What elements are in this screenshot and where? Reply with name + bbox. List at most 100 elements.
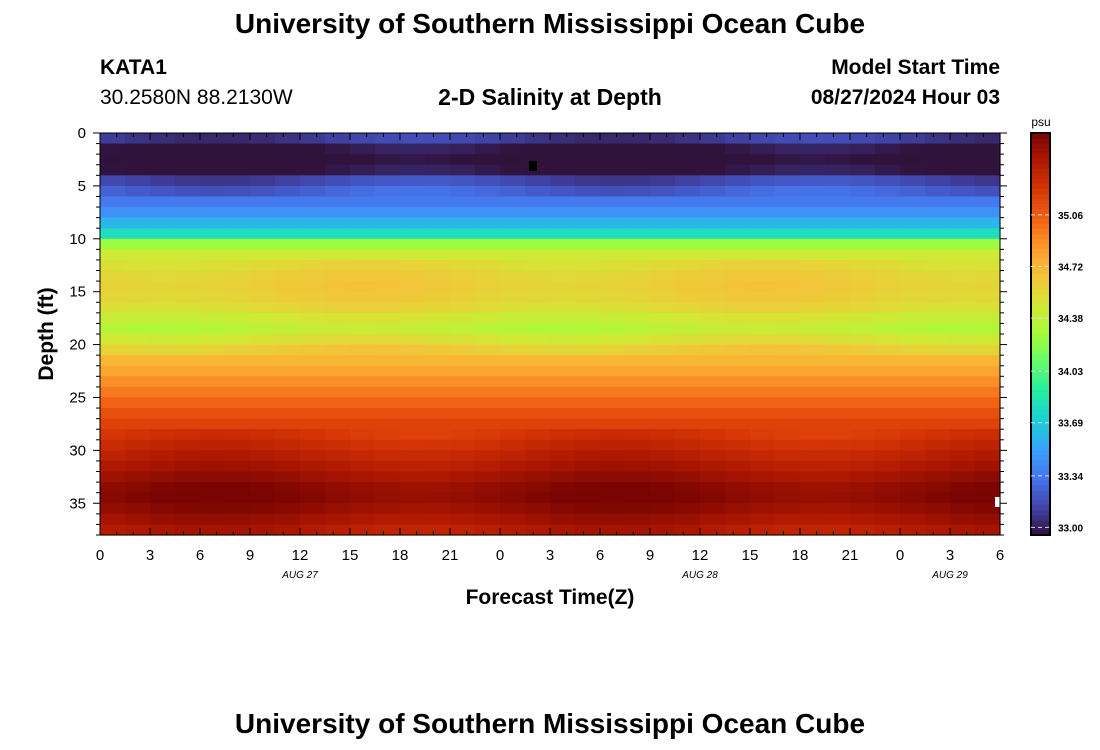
heatmap-cell [650,492,676,504]
y-axis-label: Depth (ft) [35,287,58,380]
heatmap-cell [400,418,426,430]
heatmap-cell [825,238,851,250]
colorbar-segment [1031,303,1050,310]
heatmap-cell [700,207,726,219]
heatmap-cell [200,228,226,240]
heatmap-cell [775,355,801,367]
heatmap-cell [600,185,626,198]
x-tick-label: 6 [996,547,1004,564]
heatmap-cell [575,460,601,473]
colorbar-segment [1031,519,1050,526]
heatmap-cell [925,482,951,494]
heatmap-cell [825,185,851,198]
heatmap-cell [900,217,926,229]
heatmap-cell [350,259,376,272]
heatmap-cell [475,281,501,293]
heatmap-cell [950,164,976,176]
heatmap-cell [925,196,951,208]
heatmap-cell [125,503,151,515]
heatmap-cell [725,397,751,409]
heatmap-cell [300,503,326,515]
heatmap-cell [750,408,776,420]
heatmap-cell [950,249,976,261]
heatmap-cell [225,270,251,282]
heatmap-cell [900,376,926,388]
heatmap-cell [300,302,326,314]
heatmap-cell [450,175,476,187]
heatmap-cell [900,143,926,155]
heatmap-cell [175,164,201,176]
heatmap-cell [200,238,226,250]
x-tick-label: 3 [146,547,154,564]
heatmap-cell [250,207,276,219]
heatmap-cell [350,471,376,483]
heatmap-cell [600,482,626,494]
heatmap-cell [975,492,1001,504]
heatmap-cell [200,175,226,187]
heatmap-cell [700,281,726,293]
heatmap-cell [850,386,876,399]
heatmap-cell [675,143,701,155]
heatmap-cell [275,450,301,462]
heatmap-cell [325,524,351,536]
heatmap-cell [525,418,551,430]
heatmap-cell [850,513,876,526]
heatmap-cell [500,238,526,250]
heatmap-cell [275,334,301,346]
heatmap-cell [775,133,801,145]
heatmap-cell [925,344,951,356]
heatmap-cell [650,302,676,314]
colorbar-segment [1031,419,1050,426]
colorbar-segment [1031,138,1050,144]
heatmap-cell [750,228,776,240]
heatmap-cell [525,439,551,451]
heatmap-cell [350,355,376,367]
heatmap-cell [800,386,826,399]
y-tick-label: 35 [69,495,86,512]
heatmap-cell [825,259,851,272]
heatmap-cell [975,196,1001,208]
colorbar-segment [1031,474,1050,481]
heatmap-cell [850,291,876,303]
heatmap-cell [350,334,376,346]
heatmap-cell [275,418,301,430]
heatmap-cell [700,196,726,208]
heatmap-cell [375,513,401,526]
heatmap-cell [825,302,851,314]
heatmap-cell [625,429,651,441]
heatmap-cell [525,365,551,377]
heatmap-cell [950,291,976,303]
colorbar-segment [1031,223,1050,230]
heatmap-cell [525,217,551,229]
colorbar-segment [1031,288,1050,295]
heatmap-cell [375,291,401,303]
heatmap-cell [325,196,351,208]
heatmap-cell [400,471,426,483]
heatmap-cell [450,429,476,441]
heatmap-cell [900,344,926,356]
heatmap-cell [950,312,976,325]
heatmap-cell [900,460,926,473]
heatmap-cell [600,460,626,473]
heatmap-cell [200,408,226,420]
heatmap-cell [150,259,176,272]
heatmap-cell [775,281,801,293]
heatmap-cell [350,482,376,494]
heatmap-cell [250,492,276,504]
heatmap-cell [150,418,176,430]
heatmap-cell [550,228,576,240]
heatmap-cell [925,133,951,145]
heatmap-cell [725,217,751,229]
heatmap-cell [300,450,326,462]
heatmap-cell [575,408,601,420]
x-axis-label: Forecast Time(Z) [466,586,635,609]
heatmap-cell [600,450,626,462]
heatmap-cell [425,418,451,430]
heatmap-cell [875,408,901,420]
heatmap-cell [250,323,276,335]
heatmap-cell [250,196,276,208]
heatmap-cell [400,270,426,282]
heatmap-cell [825,460,851,473]
heatmap-cell [475,217,501,229]
heatmap-cell [525,281,551,293]
